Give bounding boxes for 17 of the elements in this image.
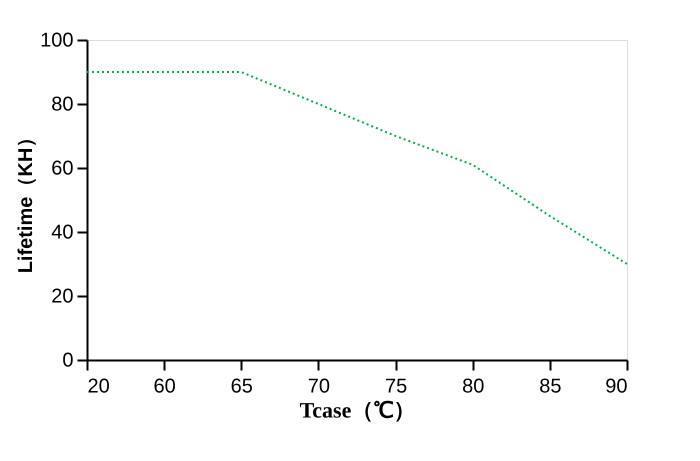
x-tick-label: 65 (230, 376, 253, 398)
y-axis-title: Lifetime（KH） (15, 128, 38, 274)
y-tick-label: 100 (40, 30, 74, 52)
y-tick-label: 40 (51, 222, 74, 244)
x-tick-label: 90 (605, 376, 628, 398)
x-tick-label: 80 (462, 376, 484, 398)
x-tick-label: 60 (154, 376, 176, 398)
x-tick-label: 75 (384, 376, 408, 398)
y-tick-label: 60 (51, 158, 74, 180)
y-tick-label: 0 (62, 350, 74, 372)
line-series (86, 71, 628, 265)
x-tick-label: 85 (539, 376, 562, 398)
x-tick-label: 20 (88, 376, 110, 398)
x-tick-label: 70 (308, 376, 330, 398)
y-tick-label: 20 (51, 286, 74, 308)
y-tick-label: 80 (51, 94, 74, 116)
x-axis-title: Tcase（℃） (300, 398, 416, 422)
